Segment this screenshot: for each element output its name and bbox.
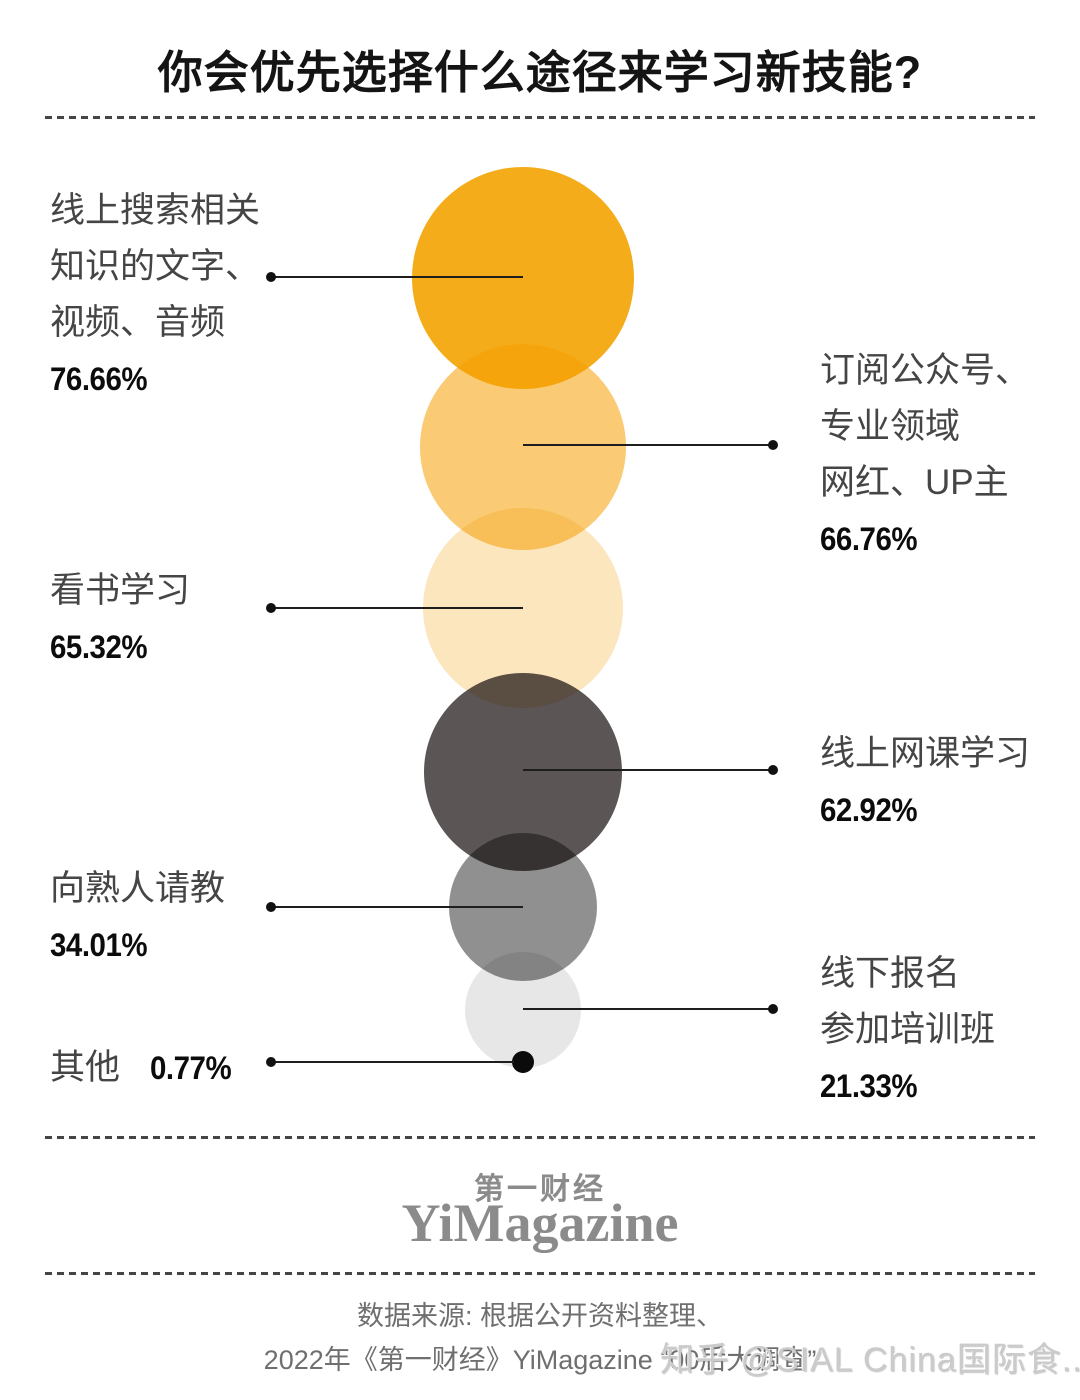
logo-yimagazine: YiMagazine <box>401 1193 679 1253</box>
value-offline-training: 21.33% <box>820 1068 918 1104</box>
label-read-books: 看书学习 65.32% <box>50 563 190 675</box>
value-ask-acquaintances: 34.01% <box>50 927 148 963</box>
logo-yicai-cn: 第一财经 <box>474 1173 606 1206</box>
connector-dot-online-search <box>266 272 276 282</box>
label-line: 网红、UP主 <box>820 463 1009 502</box>
source-line-2: 2022年《第一财经》YiMagazine “00后大调查” <box>263 1345 817 1375</box>
page-title: 你会优先选择什么途径来学习新技能? <box>157 47 923 98</box>
connector-line-read-books <box>272 607 523 609</box>
label-line: 专业领域 <box>820 407 961 446</box>
connector-line-ask-acquaintances <box>272 906 523 908</box>
label-line: 知识的文字、 <box>50 247 261 286</box>
value-online-search: 76.66% <box>50 361 148 397</box>
label-line: 视频、音频 <box>50 303 226 342</box>
connector-dot-online-courses <box>768 765 778 775</box>
watermark-zhihu: 知乎 @SIAL China国际食... <box>660 1341 1080 1379</box>
separator-bottom <box>45 1272 1035 1275</box>
separator-top <box>45 116 1035 119</box>
connector-line-other <box>272 1061 514 1063</box>
bubble-online-courses <box>424 673 622 871</box>
label-line: 向熟人请教 <box>50 869 226 908</box>
value-other: 0.77% <box>150 1050 232 1086</box>
label-other: 其他 0.77% <box>50 1040 238 1096</box>
label-offline-training: 线下报名 参加培训班 21.33% <box>820 946 995 1114</box>
source-line-1: 数据来源: 根据公开资料整理、 <box>356 1301 723 1331</box>
connector-dot-offline-training <box>768 1004 778 1014</box>
value-online-courses: 62.92% <box>820 792 918 828</box>
label-online-search: 线上搜索相关 知识的文字、 视频、音频 76.66% <box>50 183 260 407</box>
bubble-other <box>512 1051 534 1073</box>
connector-dot-ask-acquaintances <box>266 902 276 912</box>
bubble-offline-training <box>465 952 581 1068</box>
bubble-subscribe-accounts <box>420 344 626 550</box>
label-line: 看书学习 <box>50 571 191 610</box>
label-online-courses: 线上网课学习 62.92% <box>820 726 1030 838</box>
connector-line-online-search <box>272 276 523 278</box>
connector-line-online-courses <box>523 769 774 771</box>
connector-line-subscribe-accounts <box>523 444 773 446</box>
value-read-books: 65.32% <box>50 629 148 665</box>
label-line: 线上网课学习 <box>820 734 1031 773</box>
connector-dot-other <box>266 1057 276 1067</box>
connector-line-offline-training <box>523 1008 773 1010</box>
label-line: 其他 <box>50 1048 121 1087</box>
separator-middle <box>45 1136 1035 1139</box>
label-subscribe-accounts: 订阅公众号、 专业领域 网红、UP主 66.76% <box>820 343 1030 567</box>
label-line: 参加培训班 <box>820 1010 996 1049</box>
label-line: 订阅公众号、 <box>820 351 1031 390</box>
label-line: 线上搜索相关 <box>50 191 261 230</box>
connector-dot-subscribe-accounts <box>768 440 778 450</box>
value-subscribe-accounts: 66.76% <box>820 521 918 557</box>
label-ask-acquaintances: 向熟人请教 34.01% <box>50 861 225 973</box>
connector-dot-read-books <box>266 603 276 613</box>
label-line: 线下报名 <box>820 954 961 993</box>
